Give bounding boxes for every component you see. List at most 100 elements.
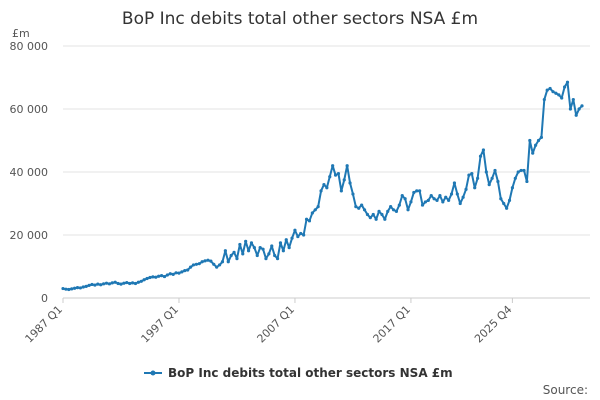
data-point — [197, 262, 201, 266]
data-point — [235, 257, 239, 261]
data-point — [418, 189, 422, 193]
data-point — [478, 154, 483, 158]
data-point — [452, 181, 457, 185]
y-tick-label: 80 000 — [10, 40, 49, 53]
legend-series-marker — [150, 370, 156, 376]
data-point — [191, 263, 196, 267]
data-point — [75, 286, 80, 290]
data-point — [270, 244, 274, 248]
data-point — [273, 253, 277, 258]
data-point — [174, 271, 178, 275]
data-point — [130, 281, 135, 285]
data-point — [232, 250, 236, 254]
data-point — [493, 168, 497, 173]
data-point — [244, 239, 248, 243]
data-point — [325, 186, 329, 190]
data-point — [574, 113, 578, 117]
y-axis-ticks: 0 20 000 40 000 60 000 80 000 — [10, 40, 49, 305]
data-point — [136, 280, 140, 284]
data-point — [139, 279, 143, 283]
data-point — [180, 270, 184, 274]
data-point — [461, 195, 465, 199]
data-point — [470, 171, 474, 176]
data-point — [125, 280, 129, 285]
data-point — [432, 197, 436, 201]
data-point — [101, 282, 106, 286]
x-tick-label: 1987 Q1 — [23, 303, 66, 346]
data-point — [441, 200, 445, 204]
data-point — [380, 212, 384, 217]
data-point — [154, 275, 158, 279]
data-point — [499, 197, 503, 201]
data-point — [171, 272, 175, 276]
x-tick-label: 1997 Q1 — [139, 303, 182, 346]
y-tick-label: 0 — [41, 292, 48, 305]
data-point — [78, 286, 82, 290]
data-point — [142, 278, 146, 282]
data-point — [516, 170, 520, 174]
data-point — [331, 164, 335, 168]
series-line — [62, 81, 583, 291]
data-point — [519, 168, 523, 173]
data-point — [99, 283, 103, 287]
data-point — [374, 217, 378, 221]
y-axis-unit-label: £m — [12, 27, 30, 40]
data-point — [284, 238, 288, 242]
data-point — [168, 272, 172, 276]
data-point — [316, 205, 320, 209]
data-point — [145, 276, 149, 281]
data-point — [487, 183, 491, 187]
data-point — [365, 212, 370, 217]
data-point — [177, 271, 181, 275]
data-point — [510, 186, 515, 190]
gridlines — [63, 45, 590, 299]
data-point — [507, 198, 512, 202]
data-point — [212, 262, 216, 266]
data-point — [84, 284, 88, 288]
data-point — [458, 201, 462, 206]
data-point — [426, 198, 430, 202]
data-point — [220, 260, 225, 264]
data-point — [400, 194, 404, 198]
data-point — [287, 246, 291, 250]
chart-title: BoP Inc debits total other sectors NSA £… — [122, 9, 478, 29]
data-point — [159, 274, 164, 278]
data-point — [261, 247, 265, 251]
data-point — [357, 206, 361, 210]
data-point — [93, 283, 97, 287]
data-point — [386, 209, 390, 213]
data-point — [255, 253, 259, 258]
data-point — [217, 263, 222, 267]
data-point — [246, 249, 251, 253]
data-point — [162, 274, 167, 279]
data-point — [188, 265, 193, 269]
data-point — [345, 164, 349, 168]
data-point — [423, 200, 428, 204]
data-point — [290, 236, 294, 240]
data-point — [110, 281, 114, 285]
data-point — [391, 208, 396, 212]
data-point — [560, 96, 564, 100]
data-point — [563, 85, 567, 89]
data-point — [252, 246, 256, 250]
data-point — [70, 287, 74, 291]
x-tick-label: 2017 Q1 — [371, 303, 414, 346]
data-point — [449, 192, 454, 196]
legend-series-label: BoP Inc debits total other sectors NSA £… — [168, 366, 453, 380]
data-point — [267, 252, 271, 256]
data-point — [304, 217, 309, 221]
source-label: Source: — [543, 383, 588, 397]
data-point — [354, 205, 358, 209]
data-point — [107, 282, 111, 286]
data-point — [412, 190, 416, 195]
data-point — [249, 241, 254, 245]
data-point — [580, 104, 584, 108]
data-point — [342, 178, 346, 182]
data-point — [496, 179, 500, 184]
data-point — [554, 91, 558, 95]
data-point — [447, 198, 451, 202]
plot-area — [61, 80, 584, 292]
data-point — [313, 208, 317, 212]
data-point — [307, 219, 312, 223]
data-point — [528, 138, 532, 143]
